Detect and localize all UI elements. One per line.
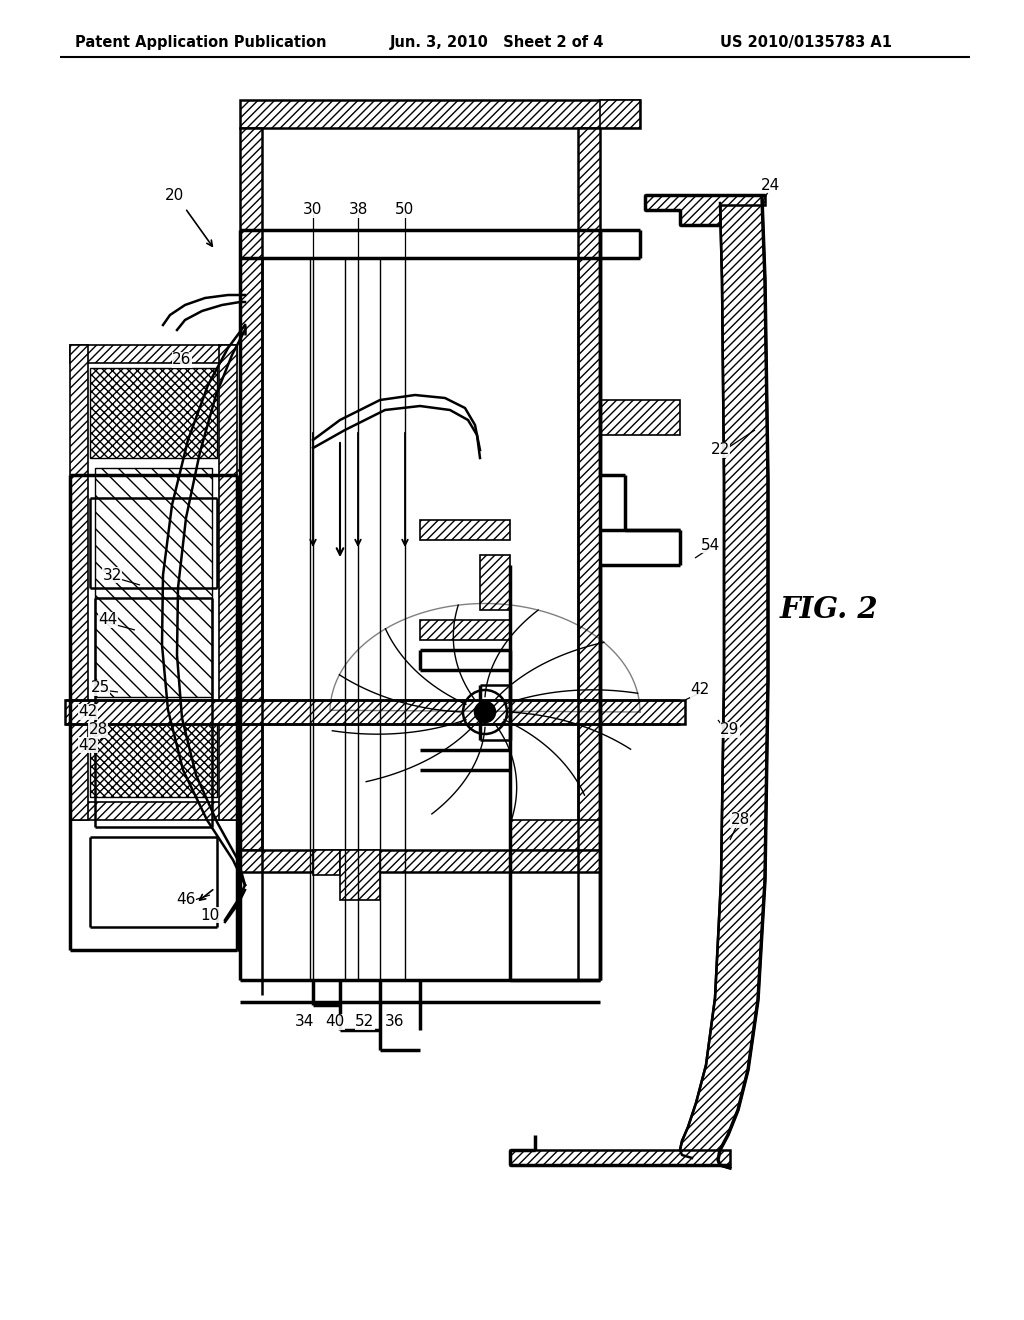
Bar bbox=[240, 850, 600, 873]
Polygon shape bbox=[645, 195, 765, 224]
Text: 42: 42 bbox=[79, 738, 97, 752]
Text: 46: 46 bbox=[176, 892, 196, 908]
Text: 40: 40 bbox=[326, 1015, 345, 1030]
Text: 52: 52 bbox=[355, 1015, 375, 1030]
Text: 36: 36 bbox=[385, 1015, 404, 1030]
Text: 26: 26 bbox=[172, 352, 191, 367]
Text: 10: 10 bbox=[201, 908, 219, 923]
Bar bbox=[90, 708, 217, 797]
Bar bbox=[70, 803, 237, 820]
Polygon shape bbox=[680, 198, 768, 1168]
Bar bbox=[70, 345, 237, 363]
Bar bbox=[70, 345, 88, 820]
Bar bbox=[219, 345, 237, 820]
Text: 30: 30 bbox=[303, 202, 323, 218]
Text: 20: 20 bbox=[165, 187, 184, 202]
Text: Jun. 3, 2010   Sheet 2 of 4: Jun. 3, 2010 Sheet 2 of 4 bbox=[390, 36, 604, 50]
Bar bbox=[240, 100, 640, 128]
Text: FIG. 2: FIG. 2 bbox=[780, 595, 879, 624]
Circle shape bbox=[475, 702, 495, 722]
Bar bbox=[95, 469, 212, 697]
Bar bbox=[510, 1150, 730, 1166]
Text: 54: 54 bbox=[700, 537, 720, 553]
Text: 22: 22 bbox=[711, 442, 730, 458]
Bar bbox=[420, 620, 510, 640]
Bar bbox=[340, 850, 380, 900]
Bar bbox=[90, 368, 217, 458]
Text: 28: 28 bbox=[730, 813, 750, 828]
Bar bbox=[240, 128, 262, 850]
Bar bbox=[420, 520, 510, 540]
Bar bbox=[600, 400, 680, 436]
Bar bbox=[578, 128, 600, 850]
Text: 44: 44 bbox=[98, 612, 118, 627]
Text: Patent Application Publication: Patent Application Publication bbox=[75, 36, 327, 50]
Bar bbox=[600, 100, 640, 128]
Text: 29: 29 bbox=[720, 722, 739, 738]
Bar bbox=[510, 820, 600, 850]
Bar bbox=[65, 700, 685, 723]
Polygon shape bbox=[483, 705, 493, 715]
Text: 42: 42 bbox=[79, 705, 97, 719]
Text: 25: 25 bbox=[90, 681, 110, 696]
Text: 34: 34 bbox=[295, 1015, 314, 1030]
Text: 32: 32 bbox=[102, 568, 122, 582]
Bar bbox=[480, 554, 510, 610]
Text: 38: 38 bbox=[348, 202, 368, 218]
Text: 28: 28 bbox=[88, 722, 108, 738]
Text: 24: 24 bbox=[761, 177, 779, 193]
Text: 42: 42 bbox=[690, 682, 710, 697]
Bar bbox=[313, 850, 340, 875]
Text: 50: 50 bbox=[395, 202, 415, 218]
Text: US 2010/0135783 A1: US 2010/0135783 A1 bbox=[720, 36, 892, 50]
